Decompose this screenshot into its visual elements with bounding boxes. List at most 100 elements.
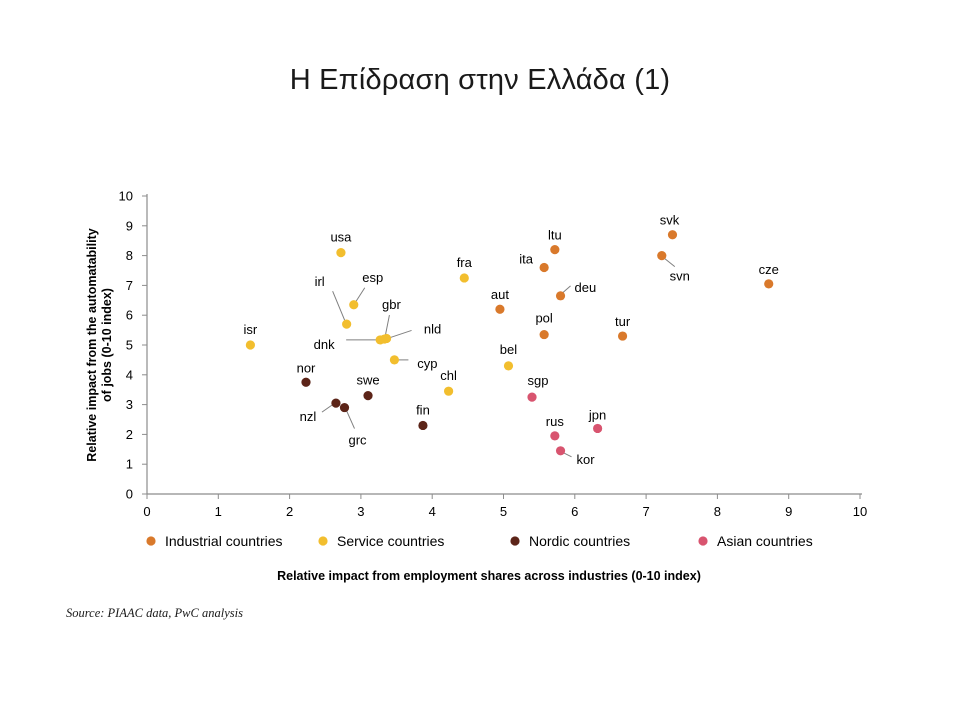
- data-point-sgp: [527, 392, 537, 402]
- data-point-irl: [342, 319, 352, 329]
- leader-line-gbr: [384, 314, 390, 336]
- legend-label-2: Service countries: [337, 533, 444, 549]
- y-tick-label: 6: [126, 308, 133, 323]
- data-point-nzl: [331, 398, 341, 408]
- point-label-aut: aut: [491, 287, 509, 302]
- y-tick-label: 0: [126, 487, 133, 502]
- point-label-gbr: gbr: [382, 297, 401, 312]
- leader-line-esp: [355, 287, 366, 303]
- chart-legend: Industrial countries Service countries Nor…: [146, 533, 813, 549]
- data-point-ita: [539, 262, 549, 273]
- point-label-nor: nor: [297, 360, 316, 375]
- x-tick-label: 7: [642, 504, 649, 519]
- x-tick-label: 9: [785, 504, 792, 519]
- point-label-dnk: dnk: [314, 337, 335, 352]
- data-point-chl: [443, 386, 454, 396]
- point-label-tur: tur: [615, 314, 631, 329]
- legend-marker-4: [698, 536, 708, 546]
- point-label-svn: svn: [670, 269, 690, 284]
- y-tick-label: 8: [126, 248, 133, 263]
- point-label-chl: chl: [440, 368, 457, 383]
- legend-label-4: Asian countries: [717, 533, 813, 549]
- data-point-ltu: [550, 245, 560, 255]
- y-tick-label: 5: [126, 338, 133, 353]
- y-tick-label: 7: [126, 278, 133, 293]
- leader-line-svn: [664, 258, 676, 267]
- y-tick-label: 3: [126, 397, 133, 412]
- data-point-cze: [764, 279, 774, 289]
- data-point-isr: [245, 340, 255, 350]
- chart-axes: 0 1 2 3 4 5 6 7 8 9 10 0 1 2 3 4 5 6 7 8 9 10: [119, 189, 868, 520]
- point-label-nld: nld: [424, 321, 441, 336]
- leader-line-nld: [390, 329, 412, 338]
- x-tick-label: 0: [143, 504, 150, 519]
- y-tick-label: 2: [126, 427, 133, 442]
- point-label-ita: ita: [519, 252, 534, 267]
- x-tick-label: 5: [500, 504, 507, 519]
- data-point-aut: [495, 304, 505, 314]
- data-point-bel: [503, 361, 514, 371]
- data-point-dnk: [375, 335, 385, 345]
- point-label-usa: usa: [330, 230, 352, 245]
- point-label-deu: deu: [575, 280, 597, 295]
- point-label-rus: rus: [546, 414, 565, 429]
- y-tick-label: 10: [119, 189, 133, 204]
- data-point-fin: [418, 420, 428, 431]
- point-label-grc: grc: [348, 433, 367, 448]
- leader-line-irl: [332, 290, 346, 321]
- y-tick-label: 1: [126, 457, 133, 472]
- x-tick-label: 3: [357, 504, 364, 519]
- point-label-esp: esp: [362, 270, 383, 285]
- point-label-irl: irl: [315, 274, 325, 289]
- data-point-usa: [336, 248, 346, 258]
- slide-title: Η Επίδραση στην Ελλάδα (1): [289, 64, 671, 96]
- x-tick-label: 4: [429, 504, 436, 519]
- point-label-sgp: sgp: [528, 373, 549, 388]
- data-point-esp: [349, 300, 359, 310]
- x-tick-label: 10: [853, 504, 867, 519]
- legend-label-1: Industrial countries: [165, 533, 283, 549]
- data-point-swe: [363, 391, 373, 401]
- point-label-cyp: cyp: [417, 356, 437, 371]
- chart-points: [245, 230, 774, 456]
- data-point-fra: [459, 273, 469, 283]
- leader-line-grc: [346, 410, 355, 429]
- legend-marker-1: [146, 536, 156, 546]
- data-point-rus: [550, 431, 560, 441]
- legend-label-3: Nordic countries: [529, 533, 630, 549]
- x-axis-title: Relative impact from employment shares a…: [277, 569, 701, 583]
- data-point-grc: [339, 402, 350, 413]
- point-label-swe: swe: [356, 373, 379, 388]
- point-label-jpn: jpn: [588, 407, 606, 422]
- leader-line-kor: [563, 452, 572, 458]
- x-tick-label: 1: [215, 504, 222, 519]
- data-point-jpn: [593, 423, 603, 434]
- point-label-bel: bel: [500, 342, 517, 357]
- data-point-deu: [555, 291, 566, 301]
- source-note: Source: PIAAC data, PwC analysis: [66, 606, 243, 620]
- data-point-tur: [617, 331, 628, 341]
- data-point-cyp: [389, 355, 400, 365]
- x-tick-label: 6: [571, 504, 578, 519]
- point-label-fra: fra: [457, 255, 473, 270]
- data-point-kor: [555, 446, 566, 456]
- point-label-isr: isr: [244, 322, 258, 337]
- point-label-pol: pol: [535, 311, 552, 326]
- legend-marker-2: [318, 536, 328, 546]
- point-label-nzl: nzl: [300, 409, 317, 424]
- leader-line-deu: [562, 285, 571, 294]
- data-point-nor: [301, 377, 311, 387]
- label-leader-lines: [321, 258, 676, 458]
- point-label-fin: fin: [416, 402, 430, 417]
- legend-marker-3: [510, 536, 520, 546]
- data-point-pol: [539, 329, 549, 340]
- x-tick-label: 2: [286, 504, 293, 519]
- point-label-svk: svk: [660, 213, 680, 228]
- y-tick-label: 9: [126, 218, 133, 233]
- point-label-ltu: ltu: [548, 228, 562, 243]
- y-tick-label: 4: [126, 367, 133, 382]
- leader-line-nzl: [321, 404, 333, 413]
- point-label-kor: kor: [577, 452, 596, 467]
- x-tick-label: 8: [714, 504, 721, 519]
